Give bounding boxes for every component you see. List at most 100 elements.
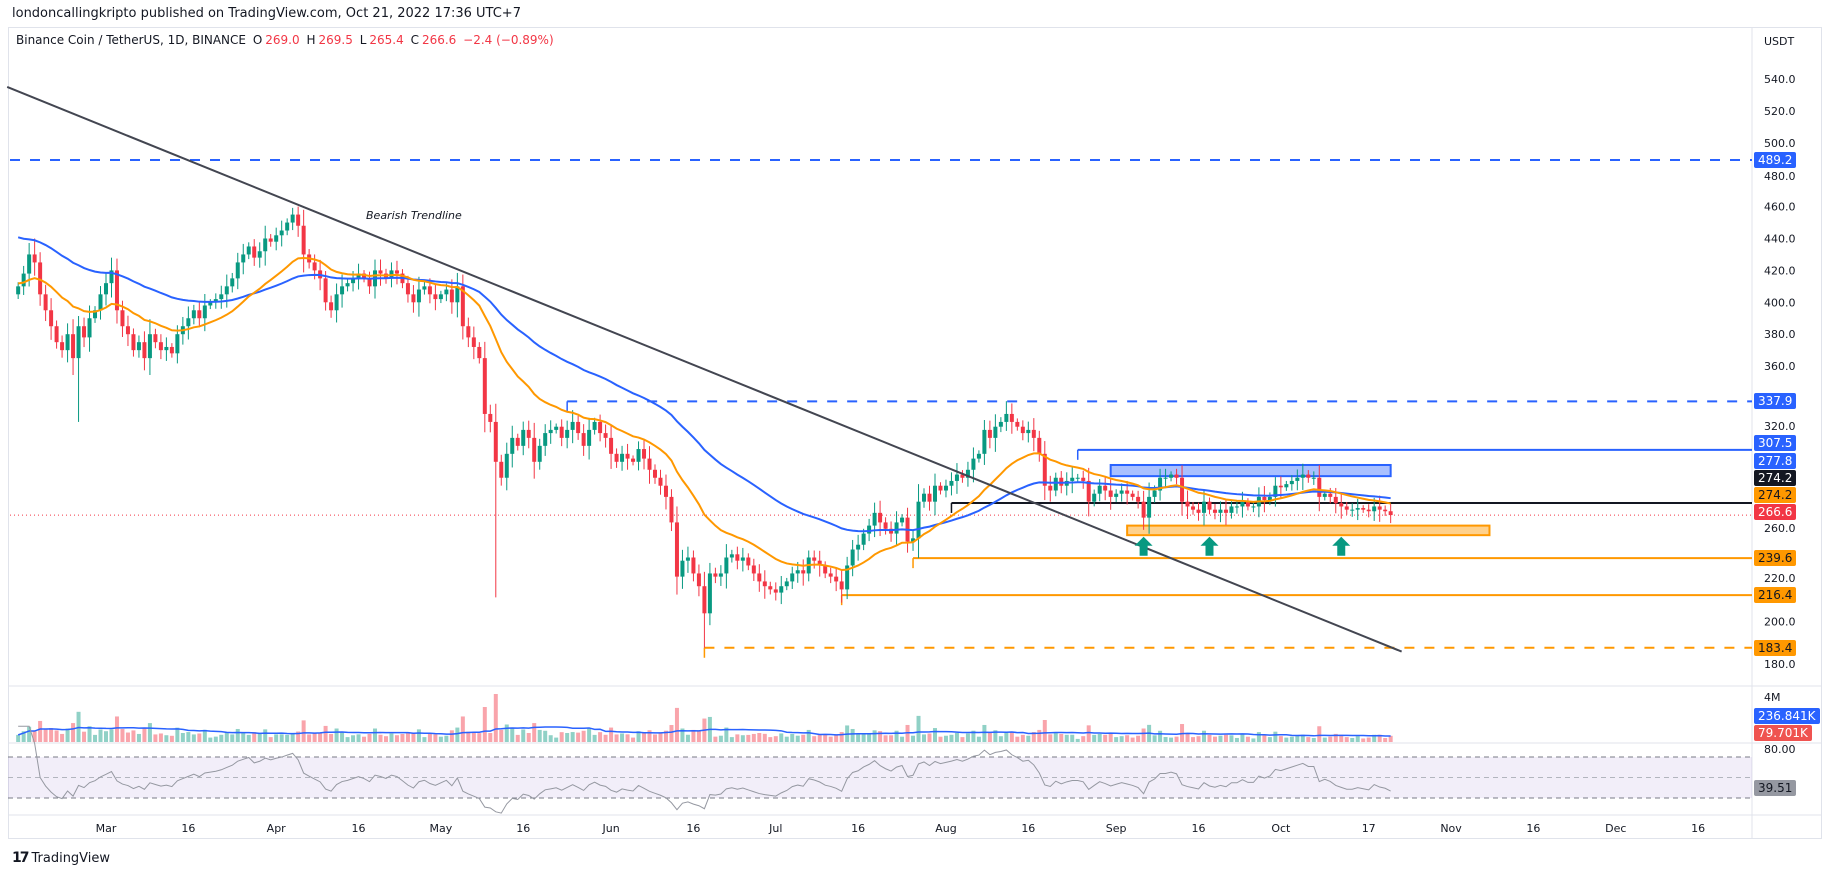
candle-body (932, 485, 937, 502)
volume-bar (976, 736, 981, 742)
candle-body (762, 581, 767, 587)
volume-bar (861, 733, 866, 742)
volume-bar (647, 730, 652, 742)
candle-body (1306, 474, 1311, 478)
y-tick-label: 540.0 (1764, 73, 1796, 86)
volume-bar (1223, 734, 1228, 742)
volume-bar (27, 726, 32, 742)
candle-body (729, 554, 734, 558)
volume-bar (197, 733, 202, 742)
volume-bar (1108, 732, 1113, 742)
x-tick-label: Oct (1271, 822, 1291, 835)
candle-body (1295, 477, 1300, 481)
candle-body (1070, 477, 1075, 481)
volume-bar (362, 736, 367, 742)
candle-body (296, 214, 301, 226)
volume-bar (1256, 732, 1261, 742)
volume-bar (208, 737, 213, 742)
change-value: −2.4 (−0.89%) (463, 33, 554, 47)
volume-bar (663, 730, 668, 742)
candle-body (1180, 477, 1185, 502)
candle-body (735, 554, 740, 561)
candle-body (274, 235, 279, 242)
volume-bar (548, 735, 553, 742)
candle-body (87, 318, 92, 338)
volume-bar (109, 729, 114, 742)
volume-bar (1344, 737, 1349, 742)
candle-body (257, 251, 262, 258)
candle-body (1119, 490, 1124, 494)
y-tick-label: 380.0 (1764, 328, 1796, 341)
rsi-scale-label: 80.00 (1764, 743, 1796, 756)
candle-body (916, 501, 921, 539)
candle-body (1361, 508, 1366, 510)
candle-body (1081, 477, 1086, 481)
candle-body (433, 294, 438, 300)
y-tick-label: 440.0 (1764, 233, 1796, 246)
volume-bar (318, 732, 323, 742)
ema-slow-price-tag: 277.8 (1754, 453, 1797, 469)
volume-bar (82, 731, 87, 742)
volume-last-tag: 79.701K (1754, 725, 1812, 741)
volume-bar (411, 733, 416, 742)
volume-bar (444, 735, 449, 742)
volume-bar (609, 727, 614, 742)
candle-body (971, 458, 976, 470)
volume-bar (1075, 738, 1080, 742)
volume-bar (965, 733, 970, 742)
volume-bar (125, 732, 130, 742)
volume-bar (98, 729, 103, 742)
candle-body (449, 289, 454, 303)
candle-body (960, 474, 965, 478)
candle-body (301, 225, 306, 255)
up-arrow-icon (1332, 536, 1351, 556)
volume-bar (60, 733, 65, 742)
candle-body (943, 485, 948, 491)
candle-body (614, 453, 619, 462)
candle-body (1284, 484, 1289, 488)
candle-body (685, 557, 690, 561)
candle-body (65, 334, 70, 351)
candle-body (493, 421, 498, 462)
candle-body (224, 286, 229, 295)
candle-body (839, 581, 844, 590)
volume-bar (1355, 736, 1360, 742)
candle-body (631, 458, 636, 462)
volume-bar (1317, 726, 1322, 742)
volume-bar (795, 735, 800, 742)
candle-body (488, 413, 493, 422)
volume-bar (131, 730, 136, 742)
candle-body (570, 421, 575, 430)
candle-body (1240, 501, 1245, 507)
volume-bar (889, 735, 894, 742)
volume-bar (142, 728, 147, 742)
candle-body (1388, 511, 1393, 516)
volume-bar (1284, 737, 1289, 742)
volume-bar (812, 736, 817, 742)
candle-body (405, 283, 410, 295)
price-tag-489-2: 489.2 (1754, 152, 1797, 169)
tradingview-logo[interactable]: 17 TradingView (12, 850, 110, 866)
pivot-level-tag: 274.2 (1754, 470, 1797, 486)
candle-body (707, 573, 712, 614)
volume-bar (620, 733, 625, 742)
volume-bar (817, 734, 822, 742)
candle-body (845, 565, 850, 590)
volume-bar (213, 736, 218, 742)
volume-bar (65, 728, 70, 742)
volume-bar (367, 733, 372, 742)
volume-bar (718, 735, 723, 742)
volume-bar (554, 737, 559, 742)
volume-bar (1350, 737, 1355, 742)
volume-bar (1152, 735, 1157, 742)
price-tag-183-4: 183.4 (1754, 639, 1797, 656)
volume-bar (323, 725, 328, 742)
volume-bar (1015, 736, 1020, 742)
candle-body (559, 426, 564, 438)
volume-bar (279, 734, 284, 742)
candle-body (1229, 506, 1234, 513)
volume-bar (784, 736, 789, 742)
candle-body (565, 429, 570, 438)
x-tick-label: 16 (686, 822, 700, 835)
